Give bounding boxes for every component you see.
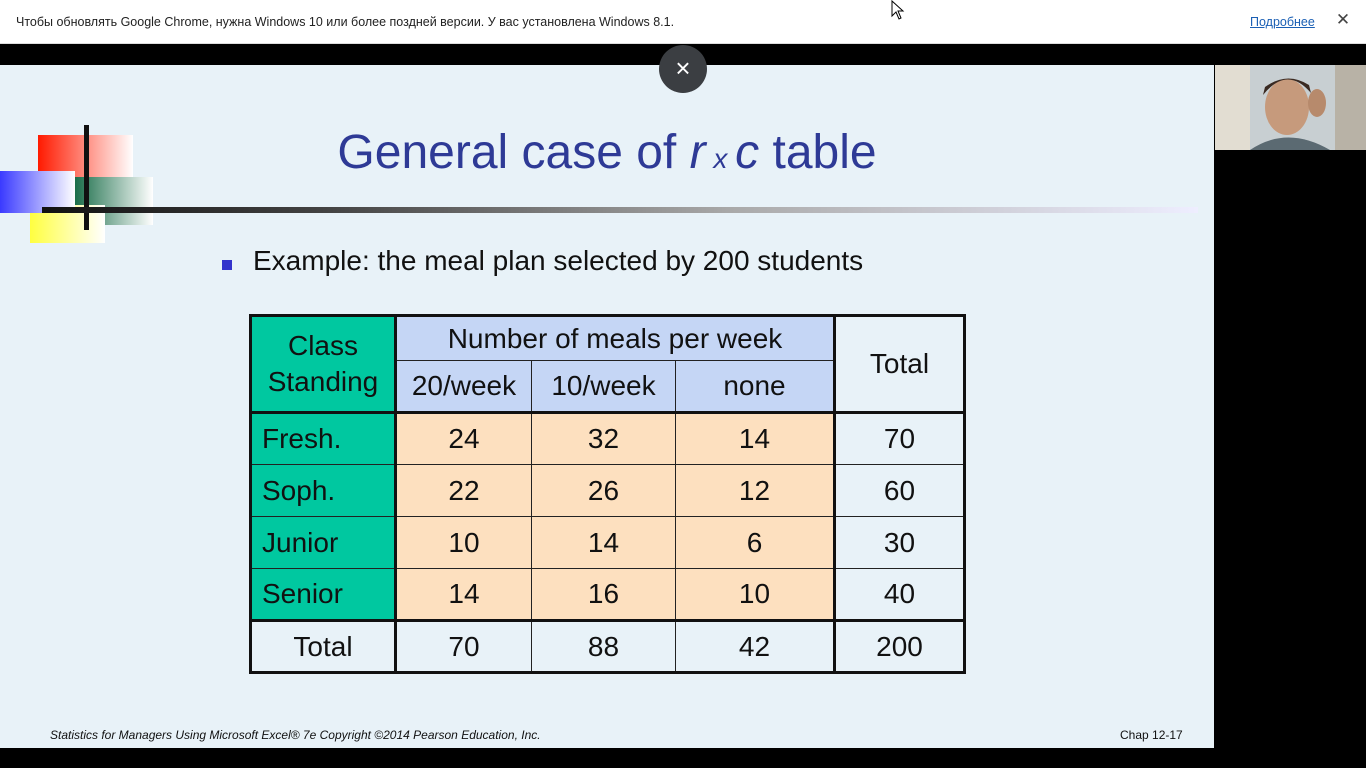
row-total: 30 [833,516,965,569]
row-total: 70 [833,411,965,465]
table-cell: 14 [531,516,676,569]
chrome-update-infobar: Чтобы обновлять Google Chrome, нужна Win… [0,0,1366,44]
mouse-pointer-icon [891,0,905,20]
slide-footer-copyright: Statistics for Managers Using Microsoft … [50,728,541,742]
title-c: c [735,126,760,179]
infobar-close-icon[interactable]: ✕ [1335,10,1351,29]
grand-total: 200 [833,619,965,673]
total-row-label: Total [250,619,397,673]
meals-group-header: Number of meals per week [395,315,835,361]
infobar-message: Чтобы обновлять Google Chrome, нужна Win… [16,15,675,29]
learn-more-link[interactable]: Подробнее [1250,15,1315,29]
class-standing-line2: Standing [267,366,379,397]
title-r: r [689,126,706,179]
table-row: Junior 10 14 6 30 [250,516,965,569]
slide: General case of r x c table Example: the… [0,65,1214,748]
table-row: Fresh. 24 32 14 70 [250,411,965,465]
table-cell: 32 [531,411,676,465]
title-text-start: General case of [337,126,690,179]
table-row: Senior 14 16 10 40 [250,568,965,621]
table-cell: 10 [675,568,835,621]
bullet-text: Example: the meal plan selected by 200 s… [253,245,864,276]
row-total: 40 [833,568,965,621]
table-cell: 12 [675,464,835,517]
row-total: 60 [833,464,965,517]
title-text-end: table [759,126,877,179]
column-header: 10/week [531,360,676,413]
table-cell: 88 [531,619,676,673]
title-divider [42,207,1198,213]
total-row: Total 70 88 42 200 [250,619,965,673]
webcam-presenter-image [1215,65,1366,150]
row-label: Senior [250,568,397,621]
row-label: Fresh. [250,411,397,465]
table-row: Soph. 22 26 12 60 [250,464,965,517]
column-header: 20/week [395,360,532,413]
table-cell: 16 [531,568,676,621]
class-standing-line1: Class [287,330,358,361]
row-label: Junior [250,516,397,569]
table-cell: 6 [675,516,835,569]
column-header: none [675,360,835,413]
table-cell: 10 [395,516,532,569]
slide-page-number: Chap 12-17 [1120,728,1183,742]
table-cell: 26 [531,464,676,517]
table-cell: 22 [395,464,532,517]
row-label: Soph. [250,464,397,517]
table-cell: 14 [395,568,532,621]
title-x: x [705,143,736,174]
webcam-video-feed [1215,65,1366,150]
table-cell: 14 [675,411,835,465]
contingency-table: Class Standing Number of meals per week … [249,314,966,674]
slide-title: General case of r x c table [0,125,1214,180]
close-presentation-button[interactable]: × [659,45,707,93]
bullet-square-icon [222,260,232,270]
table-cell: 24 [395,411,532,465]
table-cell: 70 [395,619,532,673]
class-standing-header: Class Standing [250,315,397,413]
table-cell: 42 [675,619,835,673]
total-column-header: Total [833,315,965,413]
